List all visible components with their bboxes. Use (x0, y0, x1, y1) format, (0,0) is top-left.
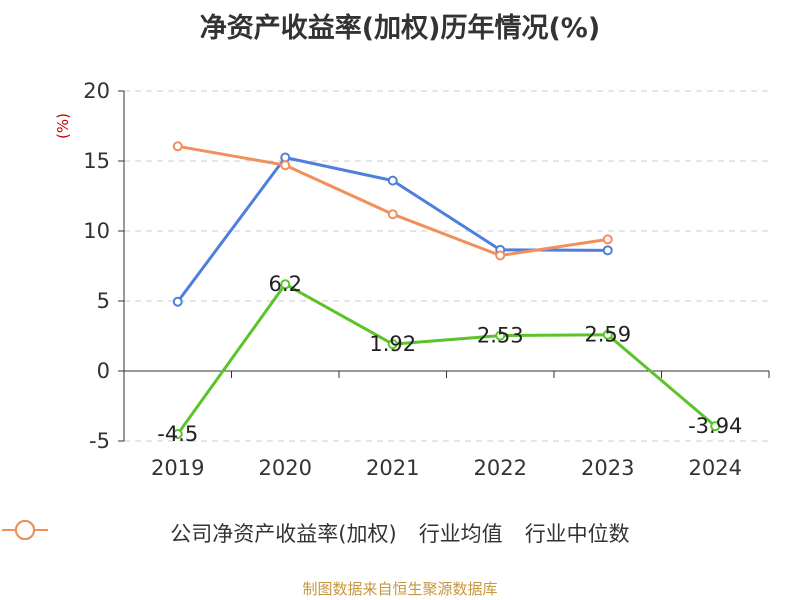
x-tick-label: 2024 (689, 456, 742, 480)
legend-label: 行业均值 (418, 522, 503, 546)
y-tick-label: 0 (97, 359, 110, 383)
chart-legend: 公司净资产收益率(加权) 行业均值 行业中位数 (0, 518, 800, 548)
data-label: 2.59 (584, 323, 631, 347)
x-tick-label: 2019 (151, 456, 204, 480)
data-point (172, 141, 183, 152)
data-label: 6.2 (269, 272, 302, 296)
data-point (710, 421, 721, 432)
y-tick-label: 15 (83, 149, 110, 173)
legend-swatch (2, 520, 48, 540)
data-point (387, 175, 398, 186)
data-point (280, 279, 291, 290)
data-point (280, 160, 291, 171)
data-point (387, 209, 398, 220)
legend-item: 行业均值 (2, 518, 503, 548)
data-point (495, 330, 506, 341)
data-point (602, 329, 613, 340)
data-point (172, 296, 183, 307)
y-tick-label: 5 (97, 289, 110, 313)
y-tick-label: 20 (83, 79, 110, 103)
y-axis-unit-label: (%) (54, 113, 72, 139)
series-line-2 (177, 144, 608, 257)
legend-label: 行业中位数 (524, 522, 630, 546)
x-tick-label: 2023 (581, 456, 634, 480)
x-tick-label: 2020 (259, 456, 312, 480)
data-label: 2.53 (477, 324, 524, 348)
data-point (602, 245, 613, 256)
data-point (602, 234, 613, 245)
data-label: 1.92 (369, 332, 416, 356)
x-tick-label: 2021 (366, 456, 419, 480)
data-point (172, 429, 183, 439)
legend-label: 公司净资产收益率(加权) (170, 522, 397, 546)
legend-item: 行业中位数 (2, 518, 630, 548)
legend-item: 公司净资产收益率(加权) (2, 518, 397, 548)
series-line-0 (176, 282, 717, 435)
chart-title: 净资产收益率(加权)历年情况(%) (199, 13, 601, 44)
y-tick-label: 10 (83, 219, 110, 243)
data-label: -3.94 (688, 414, 742, 438)
x-tick-label: 2022 (474, 456, 527, 480)
y-tick-label: -5 (89, 429, 110, 453)
data-label: -4.5 (157, 422, 198, 446)
data-point (387, 339, 398, 350)
source-footer: 制图数据来自恒生聚源数据库 (302, 580, 498, 598)
data-point (495, 250, 506, 261)
